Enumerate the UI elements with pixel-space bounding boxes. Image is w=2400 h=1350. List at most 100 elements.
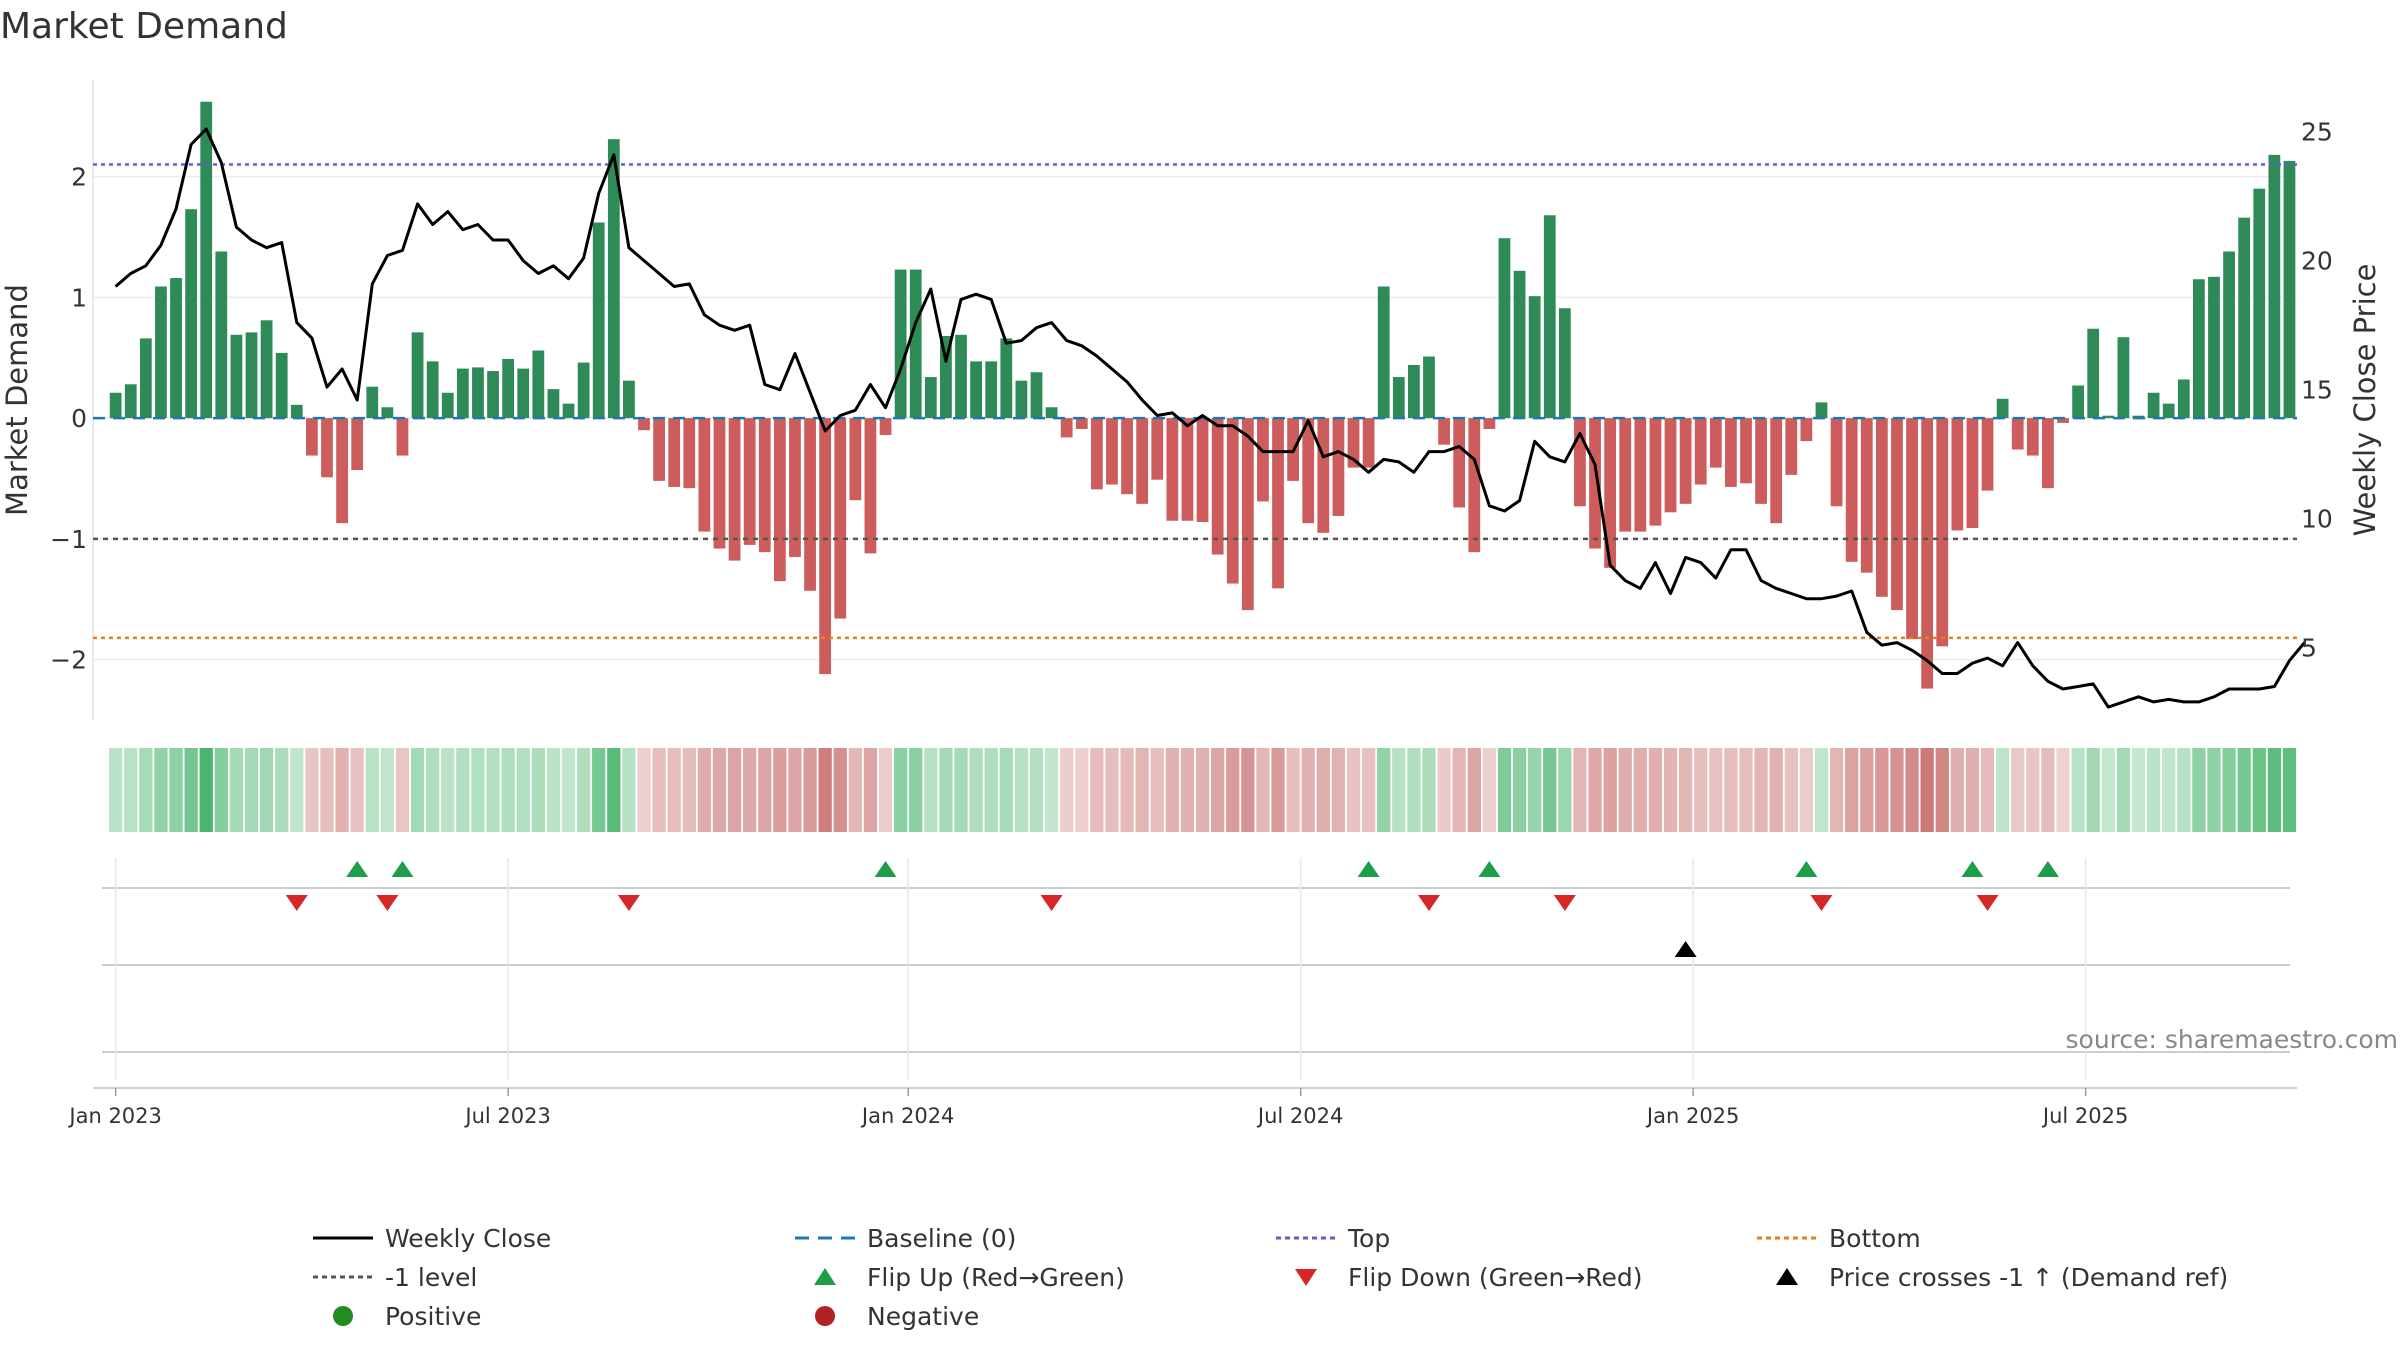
demand-bar-negative	[773, 418, 786, 582]
demand-bar-negative	[1196, 418, 1209, 522]
heat-strip-cell	[893, 748, 908, 832]
heat-strip-cell	[501, 748, 515, 832]
heat-strip-cell	[320, 748, 334, 832]
heat-strip-cell	[154, 748, 168, 832]
heat-strip-cell	[2207, 748, 2221, 832]
heat-strip-cell	[199, 748, 213, 832]
flip-up-marker	[1478, 861, 1501, 877]
flip-up-marker	[1961, 861, 1984, 877]
heat-strip-cell	[878, 748, 893, 832]
heat-strip-cell	[456, 748, 470, 832]
demand-bar-positive	[200, 101, 213, 419]
demand-bar-negative	[1453, 418, 1466, 508]
demand-bar-negative	[1483, 418, 1496, 429]
demand-bar-negative	[321, 418, 333, 478]
demand-bar-negative	[336, 418, 348, 524]
heat-strip-cell	[1014, 748, 1029, 832]
heat-strip-cell	[1211, 748, 1225, 832]
heat-strip-cell	[1241, 748, 1255, 832]
demand-bar-positive	[1030, 372, 1043, 419]
demand-bar-negative	[2026, 418, 2039, 456]
heat-strip-cell	[969, 748, 983, 832]
left-axis: 2 1 0 −1 −2	[50, 163, 87, 675]
heat-strip-cell	[561, 748, 576, 832]
heat-strip-cell	[2101, 748, 2115, 832]
demand-bar-negative	[804, 418, 816, 591]
heat-strip-cell	[727, 748, 742, 832]
demand-bar-positive	[955, 334, 967, 419]
demand-bar-positive	[2192, 279, 2205, 419]
heat-strip-cell	[124, 748, 138, 832]
heat-strip-cell	[2086, 748, 2100, 832]
demand-bar-negative	[1966, 418, 1979, 528]
demand-bar-positive	[2087, 328, 2100, 419]
demand-bar-negative	[819, 418, 832, 675]
heat-strip-cell	[1724, 748, 1738, 832]
heat-strip-cell	[2131, 748, 2146, 832]
heat-strip-cell	[954, 748, 968, 832]
heat-strip-cell	[546, 748, 561, 832]
price-line-layer	[114, 127, 2306, 709]
demand-bar-negative	[1709, 418, 1722, 468]
demand-bar-positive	[2177, 379, 2190, 419]
demand-bar-negative	[1106, 418, 1118, 485]
y2-tick-label: 20	[2301, 247, 2333, 276]
heat-strip-cell	[1784, 748, 1798, 832]
heat-strip-cell	[758, 748, 772, 832]
demand-bar-positive	[2253, 188, 2266, 419]
heat-strip-cell	[2267, 748, 2281, 832]
heat-strip-cell	[1467, 748, 1481, 832]
demand-bar-negative	[1936, 418, 1949, 647]
heat-strip-cell	[1588, 748, 1602, 832]
heat-strip-cell	[1558, 748, 1572, 832]
x-tick-label: Jan 2025	[1645, 1104, 1740, 1128]
demand-bar-positive	[230, 334, 243, 419]
heat-strip-cell	[576, 748, 591, 832]
heat-strip-cell	[2146, 748, 2161, 832]
heat-strip-cell	[788, 748, 802, 832]
heat-strip-cell	[1603, 748, 1617, 832]
legend-label: Positive	[385, 1302, 481, 1331]
flip-down-marker	[285, 895, 308, 911]
heat-strip-cell	[1995, 748, 2010, 832]
heat-strip-cell	[592, 748, 606, 832]
demand-bar-negative	[1574, 418, 1586, 507]
demand-bar-positive	[2102, 415, 2115, 419]
heat-strip-cell	[1618, 748, 1632, 832]
heat-strip-cell	[818, 748, 832, 832]
y2-tick-label: 25	[2301, 118, 2333, 147]
demand-bar-positive	[562, 403, 575, 419]
demand-bar-negative	[1121, 418, 1133, 495]
flip-up-marker	[391, 861, 414, 877]
flip-down-marker	[1040, 895, 1063, 911]
heat-strip-cell	[2237, 748, 2251, 832]
heat-strip-cell	[2282, 748, 2297, 832]
demand-bar-positive	[1558, 308, 1571, 419]
legend-label: Negative	[867, 1302, 979, 1331]
heat-strip-cell	[229, 748, 244, 832]
flip-down-marker	[1976, 895, 1999, 911]
demand-bar-positive	[2223, 251, 2235, 419]
heat-strip-cell	[1286, 748, 1300, 832]
heat-strip-cell	[1648, 748, 1663, 832]
heat-strip-cell	[1875, 748, 1889, 832]
demand-bar-positive	[260, 320, 273, 419]
heat-strip-cell	[350, 748, 364, 832]
demand-bar-positive	[1996, 398, 2009, 419]
chart-title: Market Demand	[0, 6, 288, 47]
heat-strip-cell	[1709, 748, 1723, 832]
demand-bar-negative	[2042, 418, 2054, 489]
demand-bar-positive	[1528, 296, 1541, 419]
flip-down-marker	[376, 895, 399, 911]
heat-strip-cell	[1497, 748, 1512, 832]
demand-bar-positive	[1815, 402, 1828, 419]
flip-up-marker	[874, 861, 897, 877]
flip-up-marker	[346, 861, 369, 877]
demand-bar-positive	[985, 361, 998, 419]
demand-bar-negative	[1589, 418, 1601, 549]
demand-bar-negative	[1468, 418, 1481, 553]
heat-strip-cell	[999, 748, 1013, 832]
legend-item: Bottom	[1757, 1224, 1921, 1253]
heat-strip-cell	[1392, 748, 1406, 832]
legend-item: Flip Up (Red→Green)	[814, 1263, 1125, 1292]
